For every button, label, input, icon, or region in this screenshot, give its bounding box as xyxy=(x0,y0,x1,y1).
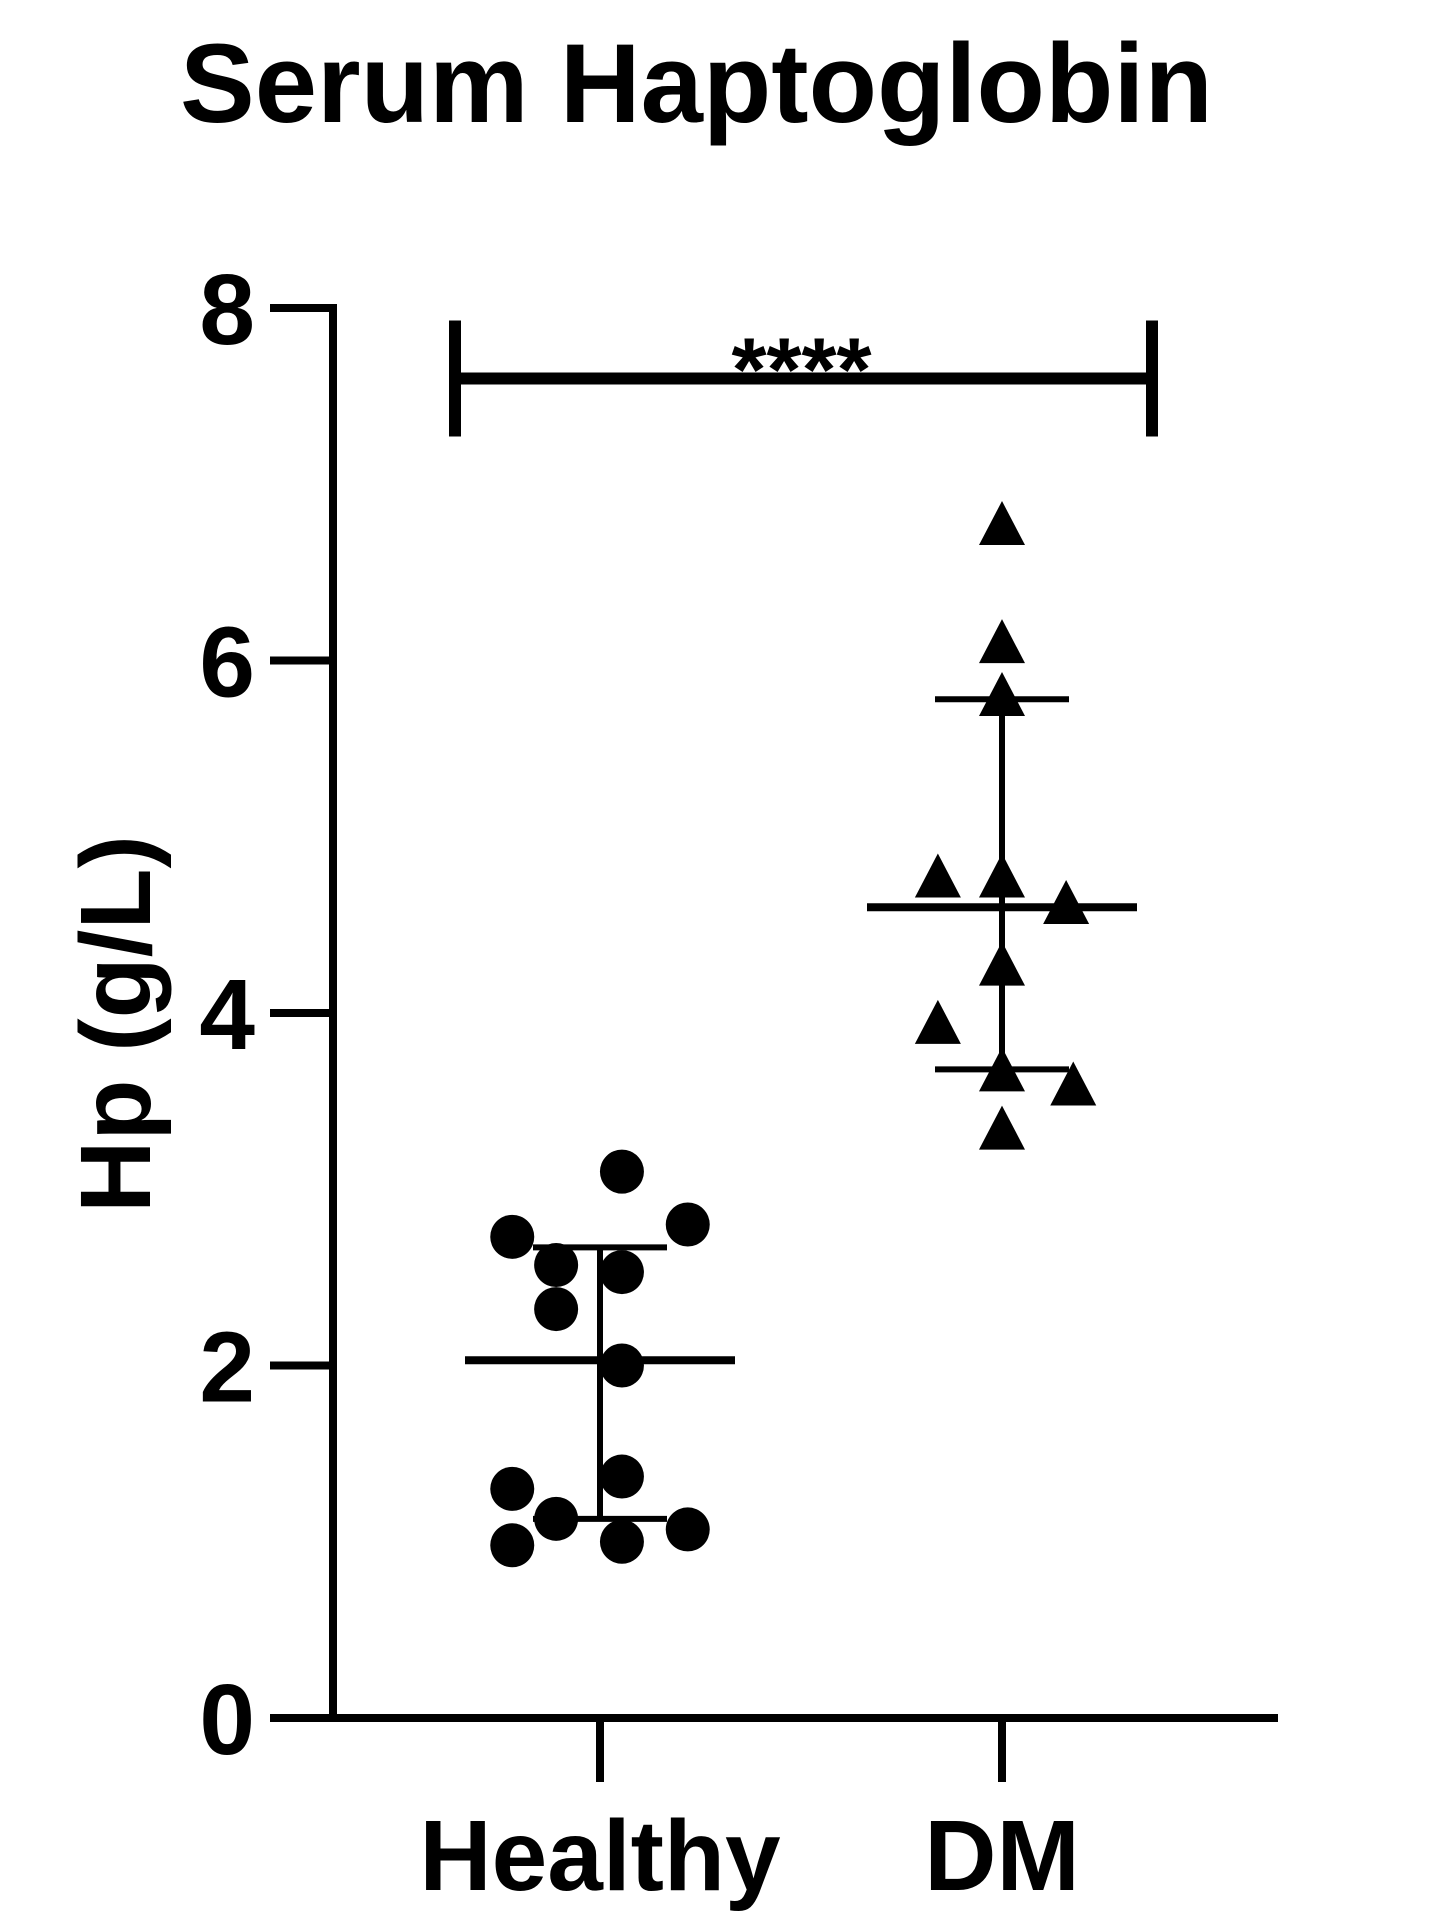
significance-label: **** xyxy=(731,321,871,421)
healthy-point xyxy=(490,1523,535,1568)
x-ticks: Healthy DM xyxy=(419,1718,1080,1912)
healthy-point xyxy=(534,1243,579,1288)
healthy-point xyxy=(665,1202,710,1247)
dm-point xyxy=(1050,1061,1097,1106)
x-tick-label: DM xyxy=(924,1800,1080,1912)
healthy-point xyxy=(599,1343,644,1388)
significance-annotation: **** xyxy=(449,320,1158,437)
dm-point xyxy=(914,853,961,898)
y-tick-label: 4 xyxy=(199,959,255,1071)
y-tick-label: 8 xyxy=(199,254,255,366)
chart-title: Serum Haptoglobin xyxy=(180,21,1213,146)
data-points xyxy=(490,501,1097,1568)
healthy-point xyxy=(534,1496,579,1541)
healthy-point xyxy=(534,1287,579,1332)
dm-point xyxy=(979,619,1025,664)
dm-point xyxy=(979,1047,1025,1092)
y-axis-label: Hp (g/L) xyxy=(60,835,172,1213)
y-tick-label: 2 xyxy=(199,1312,255,1424)
healthy-point xyxy=(599,1149,644,1194)
healthy-point xyxy=(490,1214,535,1259)
error-bars xyxy=(465,696,1137,1522)
y-tick-label: 0 xyxy=(199,1664,255,1776)
dm-point xyxy=(979,853,1025,898)
dm-point xyxy=(979,941,1025,986)
axes xyxy=(270,304,1278,1722)
x-tick-label: Healthy xyxy=(419,1800,781,1912)
y-tick-label: 6 xyxy=(199,607,255,719)
healthy-point xyxy=(665,1507,710,1552)
healthy-point xyxy=(599,1519,644,1564)
healthy-point xyxy=(490,1466,535,1511)
dm-point xyxy=(979,671,1025,716)
healthy-point xyxy=(599,1454,644,1499)
dm-point xyxy=(914,999,961,1044)
dm-point xyxy=(979,1105,1025,1150)
y-ticks: 0 2 4 6 8 xyxy=(199,254,333,1776)
dm-point xyxy=(979,501,1025,546)
dm-point xyxy=(1043,879,1090,924)
healthy-point xyxy=(599,1250,644,1295)
